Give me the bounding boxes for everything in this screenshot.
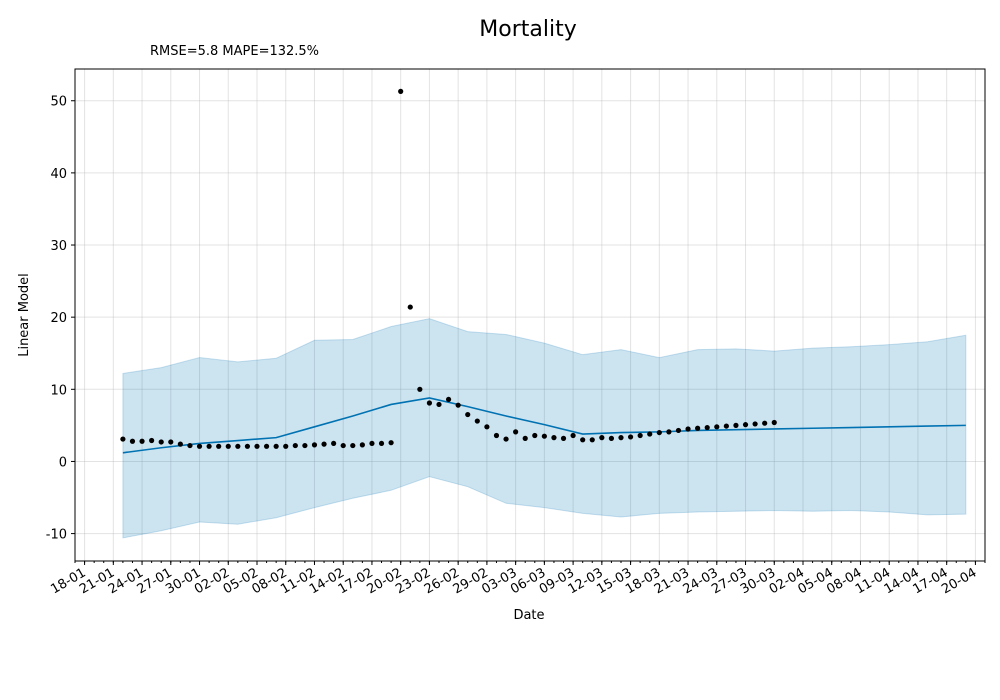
forecast-line xyxy=(122,397,966,454)
actual-point xyxy=(407,304,413,310)
actual-point xyxy=(532,432,538,439)
actual-point xyxy=(723,423,729,429)
actual-point xyxy=(417,386,423,392)
actual-point xyxy=(244,443,251,449)
actual-point xyxy=(235,443,241,449)
actual-point xyxy=(331,440,337,447)
actual-point xyxy=(733,422,739,428)
actual-point xyxy=(513,429,519,435)
actual-point xyxy=(311,442,318,448)
actual-point xyxy=(503,436,509,442)
actual-point xyxy=(139,438,145,444)
actual-point xyxy=(762,420,768,426)
actual-point xyxy=(685,426,691,432)
actual-point xyxy=(599,435,605,441)
actual-point xyxy=(129,438,136,444)
actual-point xyxy=(292,442,298,449)
y-tick-label: 50 xyxy=(50,95,67,110)
actual-point xyxy=(426,400,433,406)
y-tick-label: 40 xyxy=(50,167,67,182)
actual-point xyxy=(350,442,356,449)
y-tick-label: 0 xyxy=(59,455,67,470)
forecast-line-layer xyxy=(122,397,966,454)
actual-point xyxy=(493,432,500,439)
actual-point xyxy=(321,441,327,447)
actual-point xyxy=(742,422,749,428)
uncertainty-band xyxy=(122,318,967,539)
actual-point xyxy=(445,396,452,403)
actual-point xyxy=(484,424,490,430)
actual-point xyxy=(225,443,231,449)
actual-point xyxy=(254,443,260,449)
actual-point xyxy=(474,418,480,424)
actual-point xyxy=(120,436,126,442)
actual-point xyxy=(187,442,193,449)
actual-point xyxy=(666,429,672,435)
grid-lines xyxy=(75,69,985,561)
actual-point xyxy=(340,442,346,449)
actual-point xyxy=(656,429,662,436)
actual-point xyxy=(541,433,547,439)
y-axis: -10 0 10 20 30 40 50 xyxy=(46,95,75,543)
actual-point xyxy=(551,435,557,441)
actual-point xyxy=(196,443,203,449)
actual-point xyxy=(388,440,394,446)
actual-point xyxy=(522,435,528,441)
plot-frame xyxy=(74,68,986,562)
actual-point xyxy=(369,440,375,447)
actual-point xyxy=(168,439,174,445)
actual-point xyxy=(465,411,471,418)
actual-point xyxy=(752,421,758,427)
actual-point xyxy=(695,425,701,431)
actual-point xyxy=(158,439,164,445)
actual-point xyxy=(704,424,710,431)
actual-point xyxy=(580,437,586,443)
actual-points-layer xyxy=(120,88,777,449)
actual-point xyxy=(283,443,289,449)
y-tick-label: 30 xyxy=(50,239,67,254)
actual-point xyxy=(637,432,643,439)
y-tick-label: -10 xyxy=(46,528,67,543)
x-axis: 18-0121-0124-0127-0130-0102-0205-0208-02… xyxy=(48,561,986,597)
actual-point xyxy=(589,437,595,443)
actual-point xyxy=(714,424,720,430)
actual-point xyxy=(675,427,682,434)
actual-point xyxy=(378,440,385,447)
actual-point xyxy=(560,435,567,441)
actual-point xyxy=(359,442,365,448)
actual-point xyxy=(177,441,183,447)
actual-point xyxy=(149,437,155,444)
chart-title: Mortality xyxy=(479,17,576,42)
actual-point xyxy=(206,443,212,449)
actual-point xyxy=(627,434,634,440)
y-tick-label: 10 xyxy=(50,383,67,398)
actual-point xyxy=(273,443,279,449)
actual-point xyxy=(618,435,624,441)
actual-point xyxy=(302,442,308,449)
actual-point xyxy=(608,435,615,441)
actual-point xyxy=(263,443,270,449)
actual-point xyxy=(398,88,404,94)
x-axis-label: Date xyxy=(513,608,544,623)
chart-subtitle: RMSE=5.8 MAPE=132.5% xyxy=(150,44,319,59)
actual-point xyxy=(455,402,461,408)
uncertainty-band-layer xyxy=(122,318,967,539)
actual-point xyxy=(216,443,222,449)
actual-point xyxy=(436,401,442,408)
actual-point xyxy=(570,432,576,439)
actual-point xyxy=(771,419,777,426)
y-tick-label: 20 xyxy=(50,311,67,326)
y-axis-label: Linear Model xyxy=(17,273,32,357)
actual-point xyxy=(647,431,653,437)
